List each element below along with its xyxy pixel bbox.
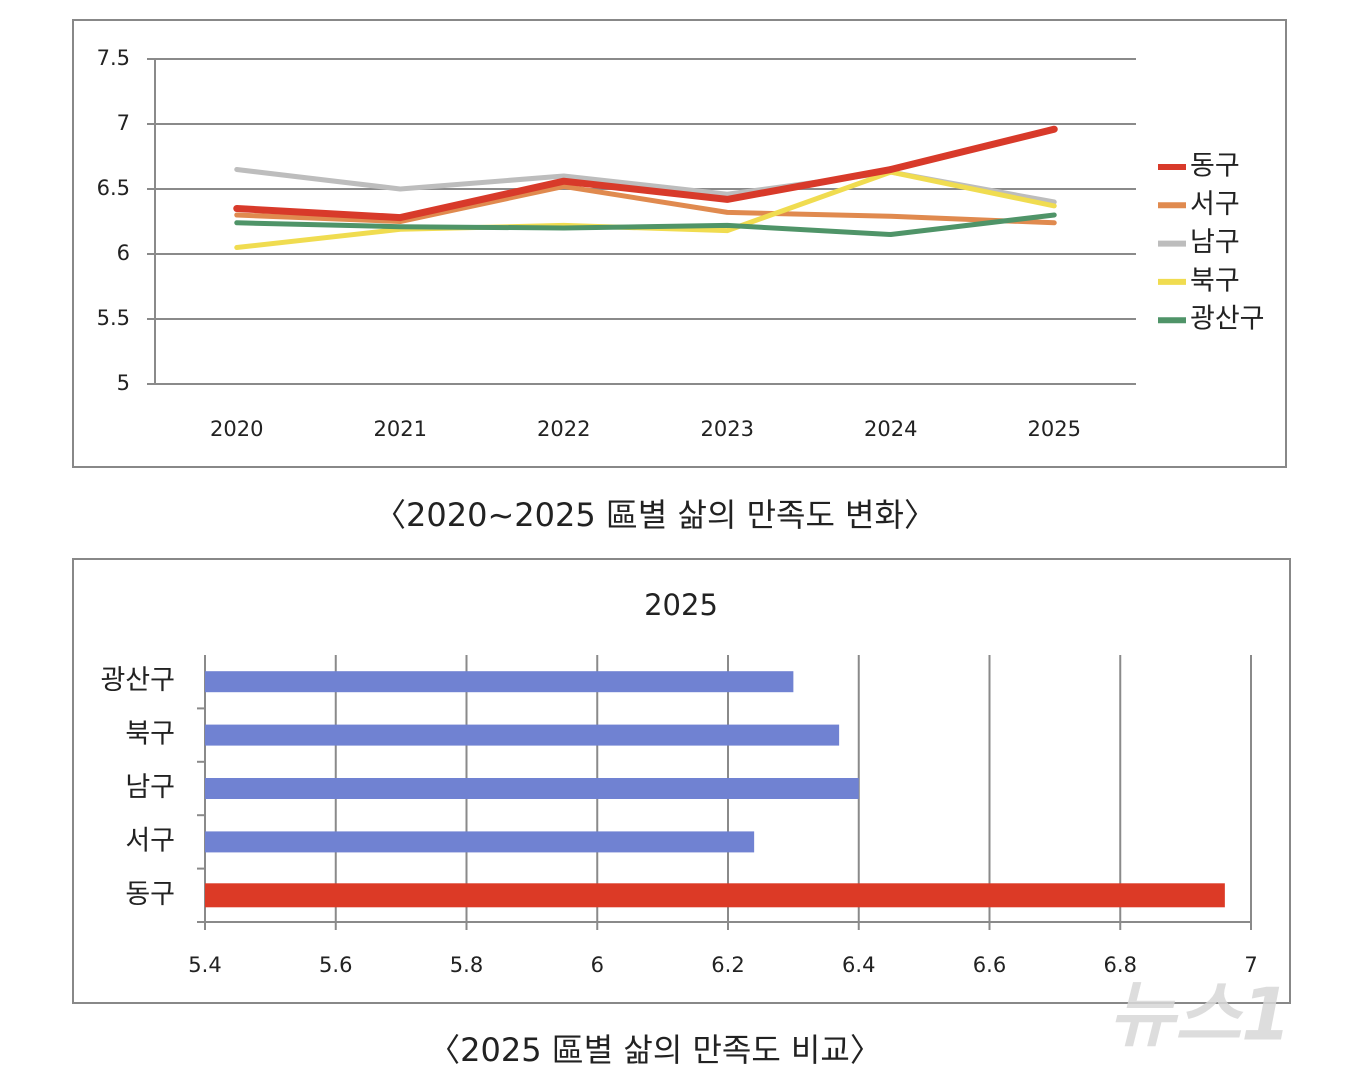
caption: 〈2020~2025 區별 삶의 만족도 변화〉 (374, 496, 936, 534)
caption: 〈2025 區별 삶의 만족도 비교〉 (428, 1031, 882, 1069)
x-tick-label: 2024 (864, 417, 917, 441)
y-tick-label: 6 (117, 241, 130, 265)
bar (205, 883, 1225, 908)
y-tick-label: 남구 (125, 772, 175, 803)
y-tick-label: 5 (117, 371, 130, 395)
x-tick-label: 7 (1244, 953, 1257, 977)
watermark: 뉴스1 (1109, 973, 1292, 1057)
x-tick-label: 2025 (1028, 417, 1081, 441)
x-tick-label: 6.4 (842, 953, 875, 977)
x-tick-label: 2021 (374, 417, 427, 441)
x-tick-label: 2023 (701, 417, 754, 441)
series-line (234, 183, 1057, 226)
bar-chart-frame (72, 558, 1291, 1004)
y-tick-label: 서구 (125, 825, 175, 856)
chart-title: 2025 (644, 588, 718, 622)
bar (205, 671, 794, 693)
x-tick-label: 5.4 (188, 953, 221, 977)
y-tick-label: 6.5 (97, 176, 130, 200)
bar (205, 778, 859, 799)
y-tick-label: 5.5 (97, 306, 130, 330)
series-line (233, 125, 1058, 222)
bar (205, 831, 755, 853)
x-tick-label: 6 (591, 953, 604, 977)
y-tick-label: 7.5 (97, 46, 130, 70)
x-tick-label: 2020 (210, 417, 263, 441)
x-tick-label: 5.8 (450, 953, 483, 977)
y-tick-label: 북구 (125, 719, 175, 750)
legend-label: 서구 (1190, 189, 1240, 220)
legend-label: 북구 (1190, 265, 1240, 296)
legend-label: 남구 (1190, 227, 1240, 258)
x-tick-label: 5.6 (319, 953, 352, 977)
x-tick-label: 6.8 (1104, 953, 1137, 977)
y-tick-label: 동구 (125, 879, 175, 910)
y-tick-label: 광산구 (100, 665, 175, 696)
x-tick-label: 6.6 (973, 953, 1006, 977)
x-tick-label: 2022 (537, 417, 590, 441)
series-line (234, 212, 1057, 237)
line-chart-frame (72, 19, 1287, 468)
bar (205, 724, 840, 746)
y-tick-label: 7 (117, 111, 130, 135)
x-tick-label: 6.2 (711, 953, 744, 977)
legend-label: 광산구 (1190, 304, 1265, 335)
legend-label: 동구 (1190, 151, 1240, 182)
